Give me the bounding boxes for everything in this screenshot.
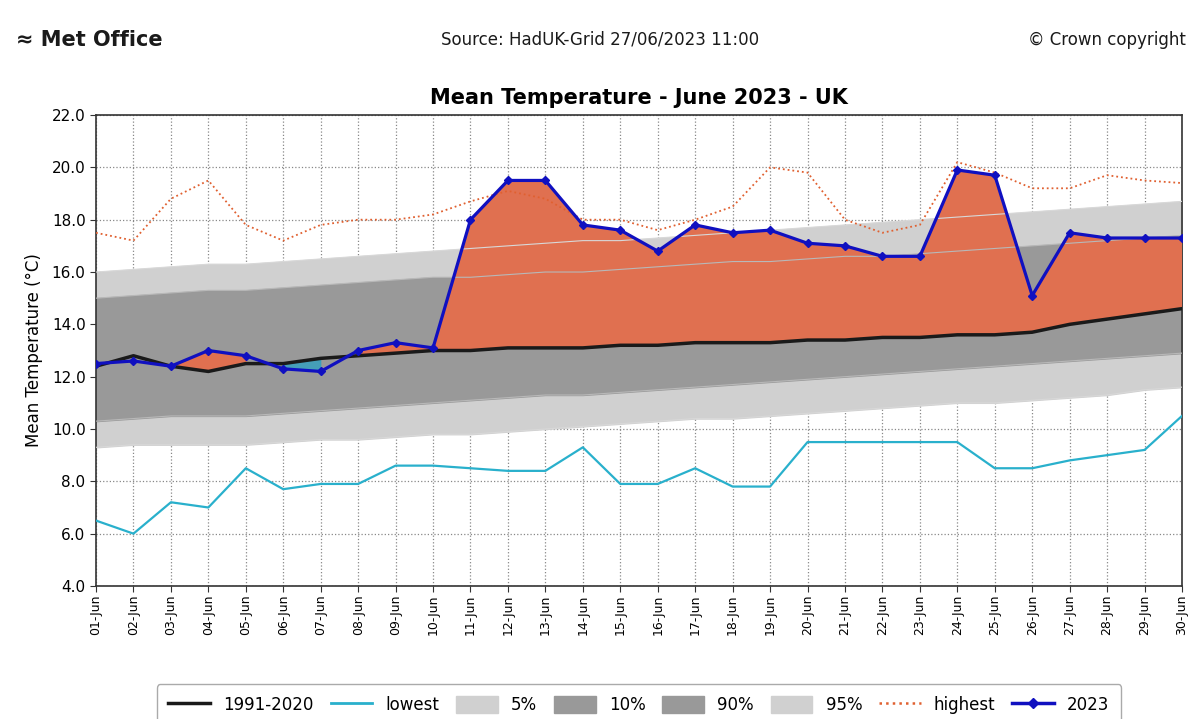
Legend: 1991-2020, lowest, 5%, 10%, 90%, 95%, highest, 2023: 1991-2020, lowest, 5%, 10%, 90%, 95%, hi… xyxy=(157,684,1121,719)
Y-axis label: Mean Temperature (°C): Mean Temperature (°C) xyxy=(25,254,43,447)
Text: © Crown copyright: © Crown copyright xyxy=(1027,30,1186,49)
Text: Source: HadUK-Grid 27/06/2023 11:00: Source: HadUK-Grid 27/06/2023 11:00 xyxy=(440,30,760,49)
Text: ≈ Met Office: ≈ Met Office xyxy=(16,29,162,50)
Title: Mean Temperature - June 2023 - UK: Mean Temperature - June 2023 - UK xyxy=(430,88,848,108)
